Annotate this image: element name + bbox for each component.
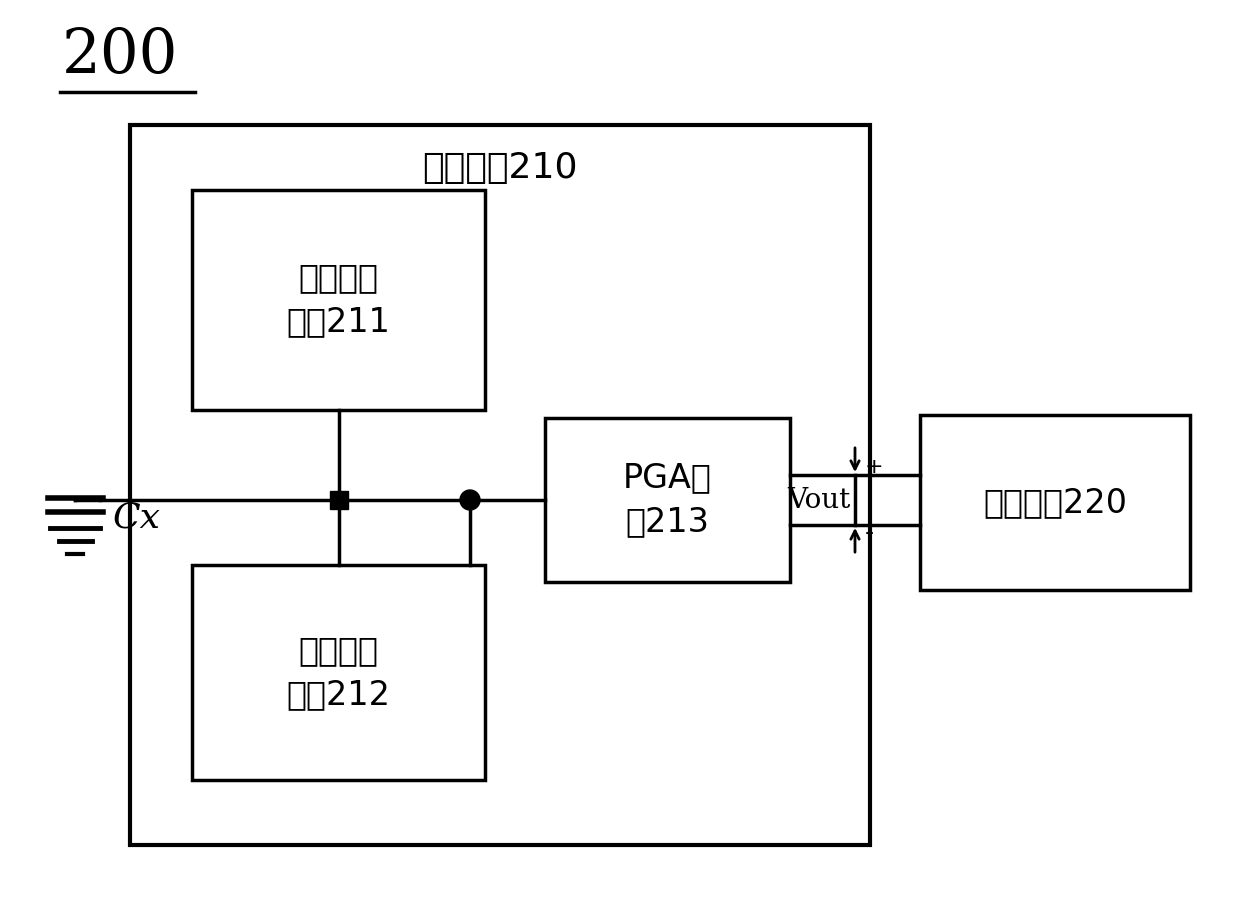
Circle shape: [460, 490, 480, 510]
Text: +: +: [866, 457, 884, 477]
Text: 第一抵消: 第一抵消: [299, 634, 378, 667]
Text: Vout: Vout: [786, 487, 849, 514]
Text: 前端电路210: 前端电路210: [423, 151, 578, 185]
Text: 处理电路220: 处理电路220: [983, 486, 1127, 519]
Text: 路213: 路213: [625, 505, 709, 538]
Bar: [330, 491, 347, 509]
FancyBboxPatch shape: [130, 125, 870, 845]
Text: -: -: [866, 521, 874, 545]
Text: 第一驱动: 第一驱动: [299, 261, 378, 294]
FancyBboxPatch shape: [920, 415, 1190, 590]
Text: Cx: Cx: [113, 501, 161, 535]
Text: PGA电: PGA电: [622, 461, 712, 494]
Text: 电路212: 电路212: [286, 678, 391, 711]
Text: 电路211: 电路211: [286, 305, 391, 338]
FancyBboxPatch shape: [192, 565, 485, 780]
FancyBboxPatch shape: [192, 190, 485, 410]
Text: 200: 200: [62, 25, 179, 85]
FancyBboxPatch shape: [546, 418, 790, 582]
